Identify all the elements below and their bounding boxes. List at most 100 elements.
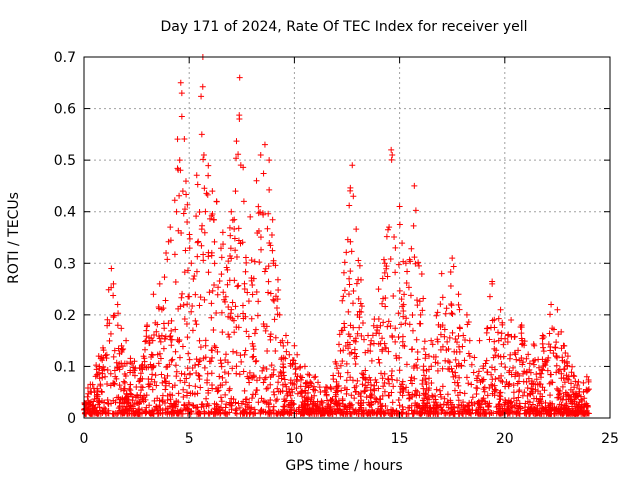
data-point-cloud [480,406,487,413]
data-point-2 [95,353,102,360]
data-point-9 [144,322,151,329]
data-point-cloud [253,387,260,394]
data-point-cloud [514,370,521,377]
data-point-cloud [187,371,194,378]
data-point-39 [276,311,283,318]
data-point-cloud [362,387,369,394]
data-point-cloud [216,278,223,285]
data-point-cloud [573,410,580,417]
data-point-cloud [212,344,219,351]
data-point-cloud [385,392,392,399]
data-point-cloud [326,404,333,411]
data-point-cloud [201,296,208,303]
data-point-cloud [415,259,422,266]
data-point-cloud [220,241,227,248]
data-point-cloud [439,383,446,390]
data-point-cloud [242,347,249,354]
data-point-cloud [223,401,230,408]
data-point-cloud [434,367,441,374]
data-point-cloud [271,316,278,323]
data-point-cloud [461,390,468,397]
data-point-cloud [516,387,523,394]
data-point-cloud [178,294,185,301]
data-point-cloud [488,371,495,378]
data-point-cloud [404,268,411,275]
data-point-41 [291,342,298,349]
data-point-cloud [574,382,581,389]
data-point-cloud [242,313,249,320]
data-point-cloud [153,328,160,335]
data-point-cloud [180,386,187,393]
data-point-cloud [290,357,297,364]
data-point-cloud [567,386,574,393]
data-point-cloud [120,387,127,394]
y-tick-label-7: 0.7 [54,50,76,66]
data-point-cloud [439,294,446,301]
data-point-cloud [422,392,429,399]
data-point-cloud [395,261,402,268]
data-point-cloud [341,259,348,266]
data-point-cloud [469,407,476,414]
data-point-cloud [389,376,396,383]
data-point-cloud [197,384,204,391]
data-point-cloud [491,324,498,331]
data-point-cloud [260,364,267,371]
data-point-cloud [342,343,349,350]
data-point-11 [156,280,163,287]
data-point-cloud [345,308,352,315]
data-point-cloud [94,371,101,378]
data-point-cloud [167,336,174,343]
data-point-68 [489,280,496,287]
data-point-cloud [301,398,308,405]
data-point-cloud [215,284,222,291]
data-point-cloud [211,342,218,349]
data-point-cloud [239,302,246,309]
data-point-cloud [414,365,421,372]
data-point-cloud [388,156,395,163]
data-point-cloud [172,362,179,369]
data-point-6 [114,301,121,308]
data-point-cloud [258,246,265,253]
data-point-cloud [449,310,456,317]
data-point-cloud [411,375,418,382]
data-point-cloud [211,260,218,267]
data-point-cloud [558,405,565,412]
data-point-cloud [389,399,396,406]
data-point-cloud [506,367,513,374]
data-point-cloud [264,348,271,355]
data-point-cloud [175,390,182,397]
data-point-3 [102,373,109,380]
data-point-cloud [126,385,133,392]
data-point-cloud [490,354,497,361]
x-tick-label-2: 10 [285,431,303,447]
data-point-cloud [396,367,403,374]
data-point-cloud [411,254,418,261]
data-point-cloud [280,342,287,349]
data-point-cloud [455,332,462,339]
data-point-cloud [149,386,156,393]
data-point-cloud [194,181,201,188]
data-point-cloud [321,387,328,394]
data-point-cloud [289,388,296,395]
data-point-cloud [191,391,198,398]
data-point-cloud [448,365,455,372]
data-point-cloud [249,291,256,298]
data-point-cloud [111,380,118,387]
data-point-cloud [471,354,478,361]
data-point-cloud [447,269,454,276]
data-point-cloud [553,339,560,346]
data-point-cloud [265,278,272,285]
data-point-cloud [380,410,387,417]
data-point-64 [449,255,456,262]
data-point-cloud [512,351,519,358]
data-point-cloud [287,377,294,384]
data-point-25 [205,172,212,179]
data-point-cloud [240,310,247,317]
data-point-cloud [267,373,274,380]
data-point-cloud [452,356,459,363]
data-point-cloud [146,334,153,341]
data-point-cloud [367,341,374,348]
data-point-cloud [388,389,395,396]
data-point-cloud [229,299,236,306]
data-point-cloud [136,364,143,371]
